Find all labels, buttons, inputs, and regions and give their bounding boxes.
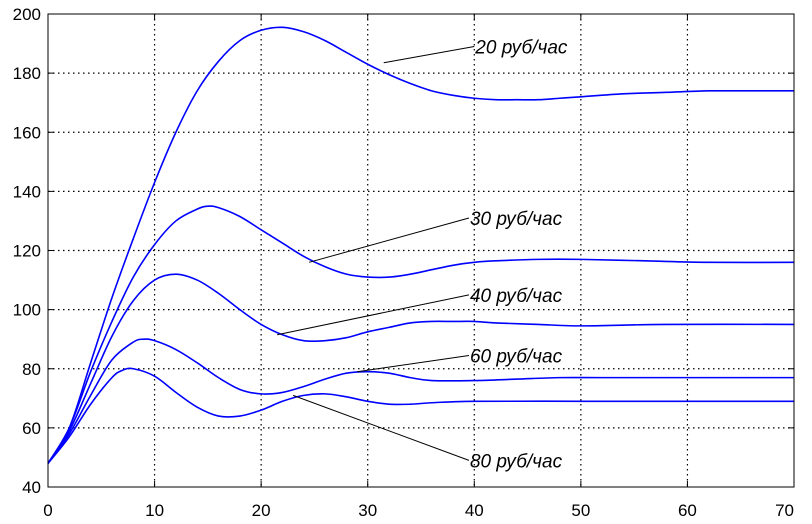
series-label: 80 руб/час [470,451,563,472]
x-tick-label: 50 [571,501,590,520]
y-tick-label: 80 [22,360,41,379]
y-tick-label: 100 [13,301,41,320]
series-label: 60 руб/час [470,346,563,367]
annotation-leader [277,294,470,336]
grid [48,14,794,487]
y-tick-label: 40 [22,478,41,497]
series-label: 40 руб/час [470,286,563,307]
x-tick-label: 20 [252,501,271,520]
series-lines [47,26,795,464]
y-tick-label: 60 [22,419,41,438]
x-tick-label: 0 [43,501,52,520]
y-tick-label: 200 [13,5,41,24]
series-line-3 [47,273,795,464]
y-tick-label: 180 [13,64,41,83]
series-line-5 [47,367,794,464]
series-line-2 [47,205,795,464]
x-axis-ticks: 0 10 20 30 40 50 60 70 [43,14,795,520]
plot-background [48,14,794,487]
x-tick-label: 70 [775,501,794,520]
x-tick-label: 60 [678,501,697,520]
series-line-1 [47,26,794,464]
annotation-leader [308,217,470,263]
y-axis-ticks: 40 60 80 100 120 140 160 180 200 [13,5,794,497]
series-label: 20 руб/час [474,38,568,59]
x-tick-label: 30 [358,501,377,520]
y-tick-label: 120 [13,242,41,261]
annotation-leader [356,354,470,373]
x-tick-label: 40 [465,501,484,520]
annotation-leaders [277,46,475,461]
series-line-4 [47,338,794,464]
y-tick-label: 140 [13,182,41,201]
x-tick-label: 10 [145,501,164,520]
annotation-labels: 20 руб/час 30 руб/час 40 руб/час 60 руб/час… [470,38,568,473]
annotation-leader [292,394,470,461]
annotation-leader [383,46,475,64]
series-label: 30 руб/час [470,209,563,230]
y-tick-label: 160 [13,123,41,142]
